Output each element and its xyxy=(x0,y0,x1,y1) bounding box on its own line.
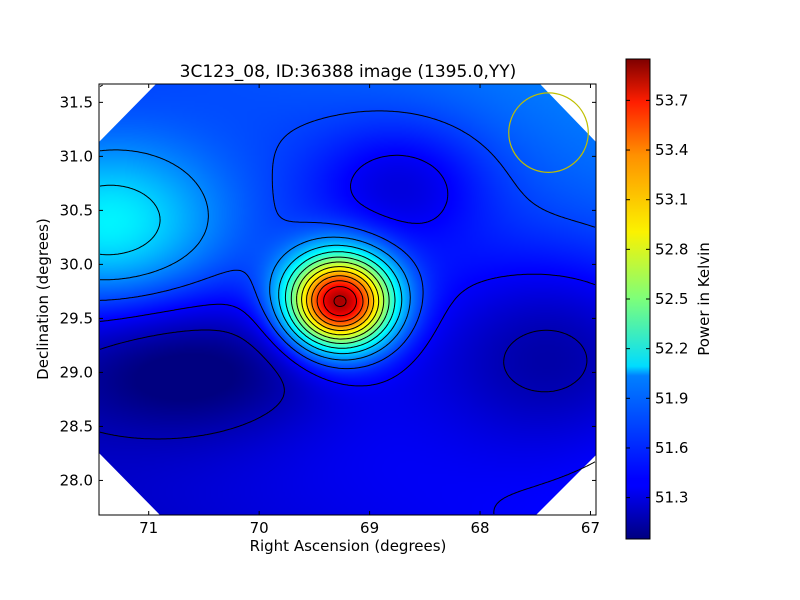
colorbar-tick-label: 51.3 xyxy=(655,489,688,507)
contour-line xyxy=(333,295,347,307)
y-tick-label: 28.0 xyxy=(60,471,93,489)
y-tick-label: 31.0 xyxy=(60,147,93,165)
heatmap-raster xyxy=(99,84,596,515)
chart-title: 3C123_08, ID:36388 image (1395.0,YY) xyxy=(180,62,517,82)
contour-line xyxy=(323,286,357,317)
y-tick-label: 30.5 xyxy=(60,201,93,219)
contour-line xyxy=(99,154,596,515)
x-tick-label: 71 xyxy=(139,519,158,537)
contour-line xyxy=(316,280,364,322)
x-tick-label: 68 xyxy=(470,519,489,537)
beam-circle xyxy=(508,92,589,173)
x-axis-ticks: 71 70 69 68 67 xyxy=(139,84,600,537)
contour-line xyxy=(301,266,380,336)
y-axis-label: Declination (degrees) xyxy=(34,218,52,380)
contour-line xyxy=(99,149,411,361)
x-tick-label: 70 xyxy=(250,519,269,537)
plot-frame xyxy=(98,83,597,516)
contour-line xyxy=(296,261,385,340)
colorbar-tick-label: 53.4 xyxy=(655,141,688,159)
contour-line xyxy=(99,84,596,370)
colorbar-tick-label: 51.6 xyxy=(655,439,688,457)
y-tick-label: 29.0 xyxy=(60,363,93,381)
colorbar-label: Power in Kelvin xyxy=(695,242,713,356)
contour-line xyxy=(311,275,369,327)
x-axis-label: Right Ascension (degrees) xyxy=(250,537,447,555)
contour-lines xyxy=(99,84,596,515)
colorbar-tick-label: 51.9 xyxy=(655,389,688,407)
x-tick-label: 67 xyxy=(581,519,600,537)
contour-line xyxy=(290,256,390,344)
colorbar-tick-label: 53.1 xyxy=(655,191,688,209)
colorbar-ticks: 51.3 51.6 51.9 52.2 52.5 52.8 53.1 53.4 53.7 xyxy=(626,91,688,507)
colorbar-tick-label: 53.7 xyxy=(655,91,688,109)
heatmap-image xyxy=(99,84,596,515)
contour-line xyxy=(99,184,403,355)
y-tick-label: 28.5 xyxy=(60,417,93,435)
y-axis-ticks: 28.0 28.5 29.0 29.5 30.0 30.5 31.0 31.5 xyxy=(60,93,596,489)
y-tick-label: 29.5 xyxy=(60,309,93,327)
y-tick-label: 30.0 xyxy=(60,255,93,273)
colorbar-tick-label: 52.5 xyxy=(655,290,688,308)
contour-line xyxy=(284,251,396,349)
x-tick-label: 69 xyxy=(360,519,379,537)
colorbar-tick-label: 52.2 xyxy=(655,340,688,358)
contour-line xyxy=(306,270,375,331)
y-tick-label: 31.5 xyxy=(60,93,93,111)
contour-line xyxy=(99,329,588,440)
colorbar-tick-label: 52.8 xyxy=(655,240,688,258)
